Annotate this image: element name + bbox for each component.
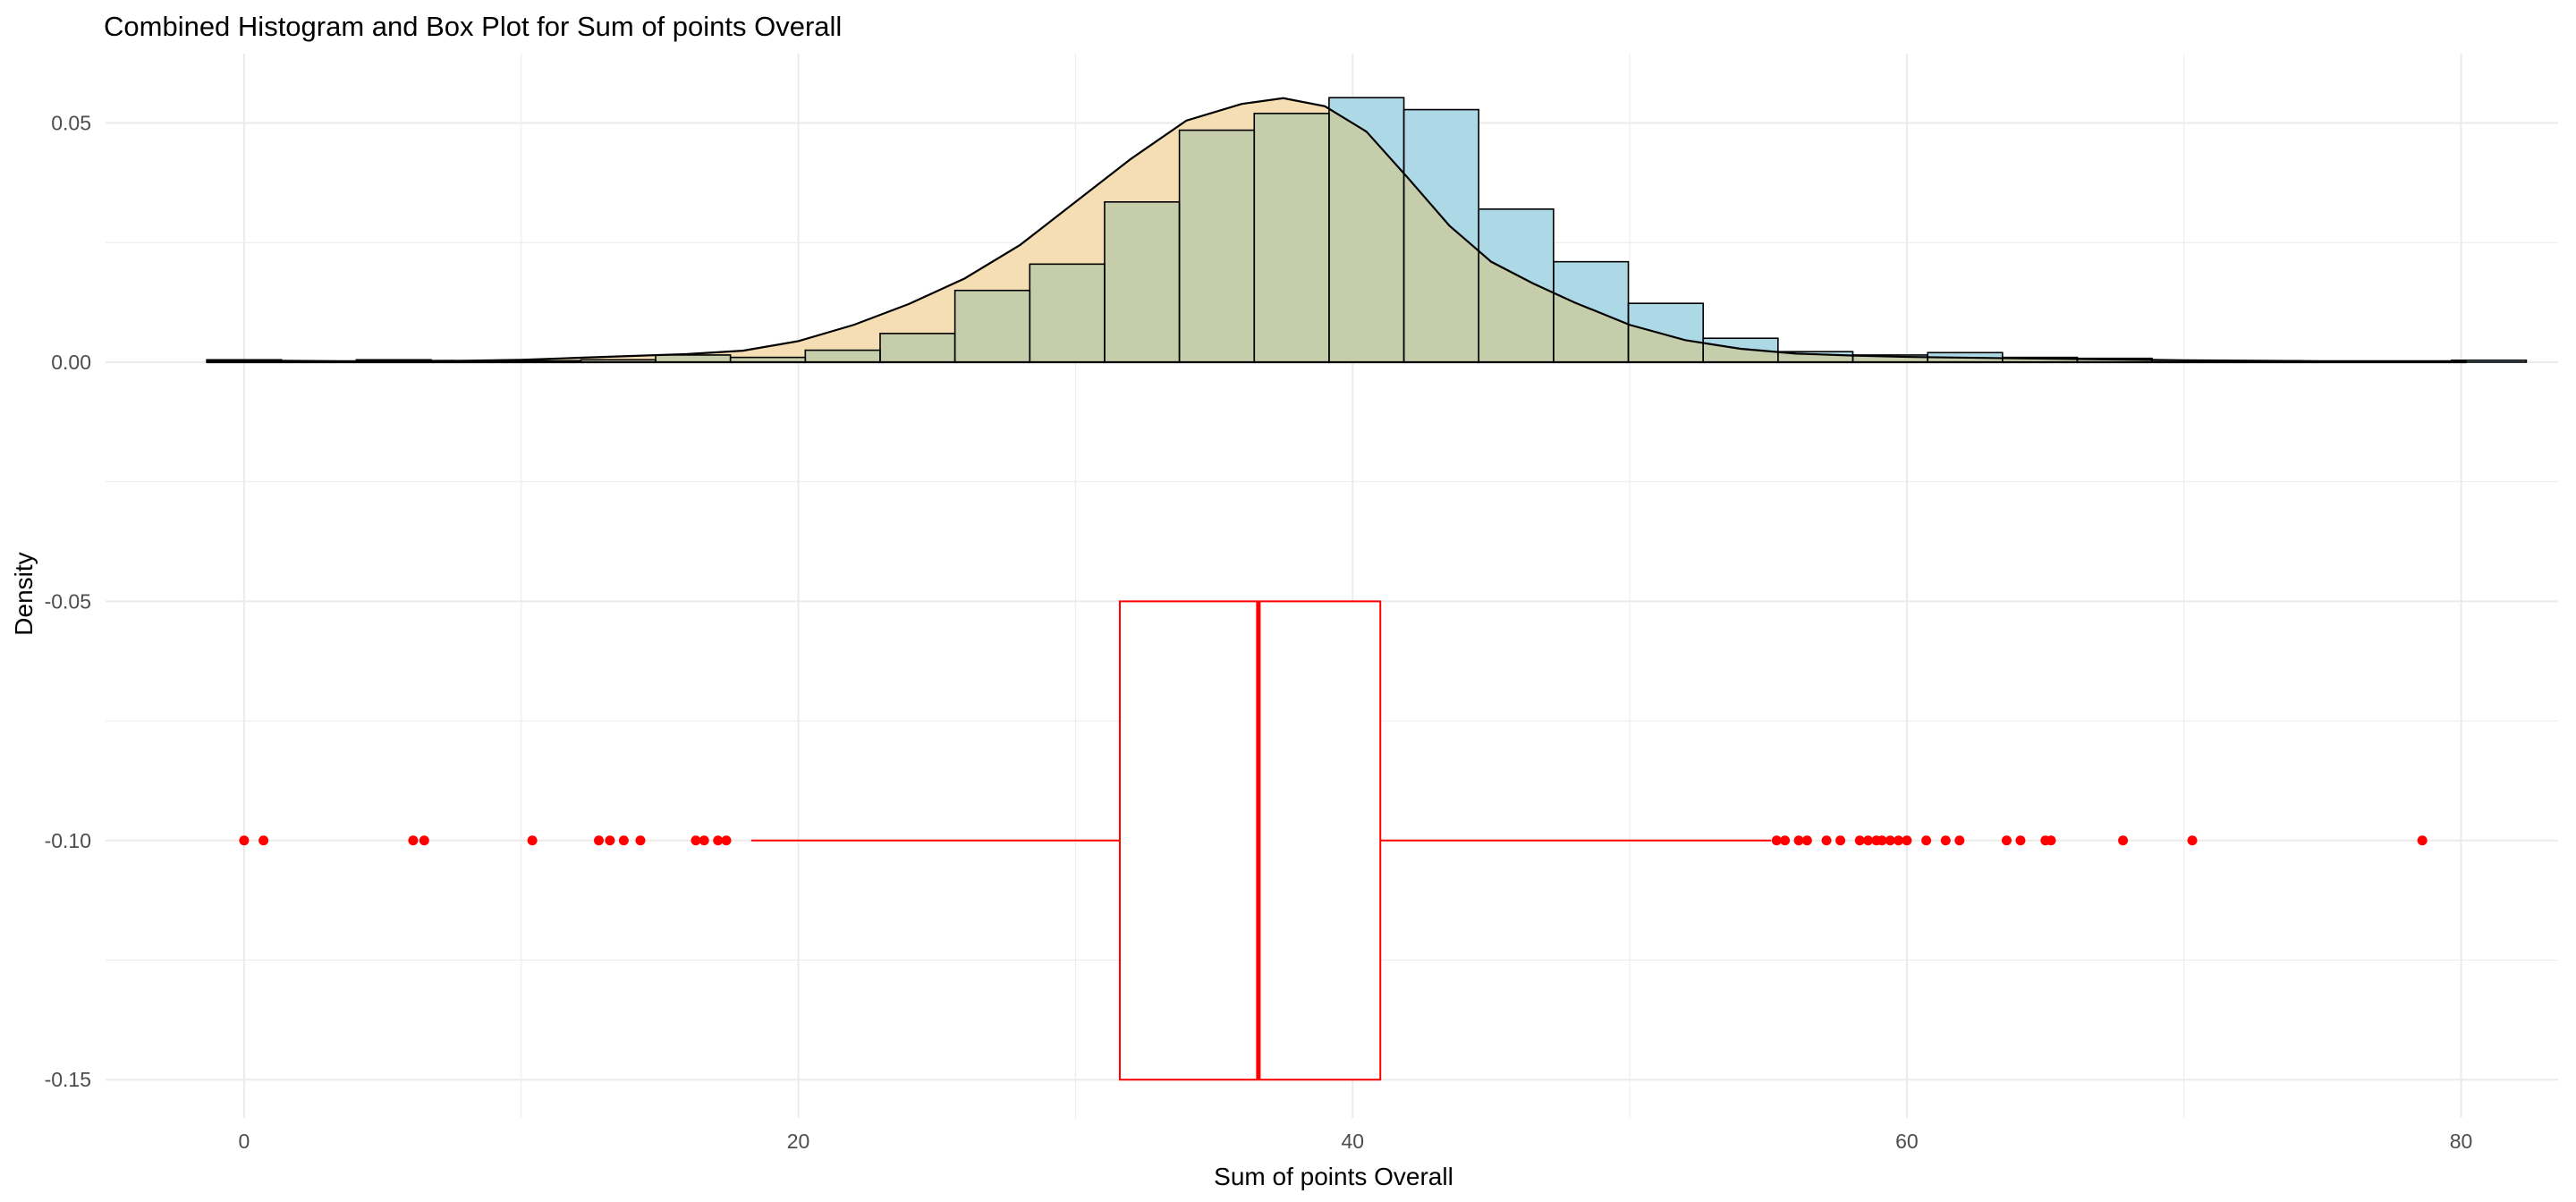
outlier-point xyxy=(699,835,709,846)
overlap-bar xyxy=(805,350,880,362)
outlier-point xyxy=(419,835,429,846)
x-tick-label: 20 xyxy=(787,1130,810,1153)
box xyxy=(1118,600,1382,1081)
overlap-bar xyxy=(656,354,731,362)
outlier-point xyxy=(527,835,538,846)
outlier-point xyxy=(593,835,604,846)
outlier-point xyxy=(239,835,250,846)
overlap-bar xyxy=(1030,264,1105,362)
outlier-point xyxy=(408,835,419,846)
outlier-point xyxy=(1863,835,1874,846)
outlier-point xyxy=(1902,835,1912,846)
histogram xyxy=(206,97,2528,364)
outlier-point xyxy=(2417,835,2428,846)
chart-title: Combined Histogram and Box Plot for Sum … xyxy=(104,11,842,42)
box-plot xyxy=(239,600,2428,1081)
overlap-bar xyxy=(730,357,806,362)
x-axis-ticks: 0 20 40 60 80 xyxy=(239,1130,2473,1153)
outlier-point xyxy=(691,835,701,846)
overlap-bar xyxy=(1777,351,1853,362)
y-tick-label: -0.05 xyxy=(45,589,91,613)
outlier-point xyxy=(2046,835,2056,846)
x-tick-label: 60 xyxy=(1895,1130,1919,1153)
outlier-point xyxy=(1894,835,1904,846)
outlier-point xyxy=(721,835,732,846)
overlap-bar xyxy=(879,333,955,362)
y-axis-ticks: 0.05 0.00 -0.05 -0.10 -0.15 xyxy=(45,112,91,1092)
outlier-point xyxy=(713,835,724,846)
outlier-point xyxy=(618,835,629,846)
outlier-point xyxy=(2187,835,2198,846)
outlier-point xyxy=(1877,835,1887,846)
outlier-point xyxy=(1835,835,1846,846)
density-curve xyxy=(207,97,2467,363)
histogram-bar xyxy=(2451,360,2527,362)
outlier-point xyxy=(1885,835,1895,846)
outlier-point xyxy=(1921,835,1932,846)
x-tick-label: 40 xyxy=(1341,1130,1364,1153)
overlap-bar xyxy=(1852,354,1928,362)
outlier-point xyxy=(1821,835,1832,846)
outlier-point xyxy=(635,835,646,846)
y-tick-label: 0.00 xyxy=(51,351,91,374)
outlier-point xyxy=(258,835,269,846)
y-tick-label: -0.10 xyxy=(45,829,91,852)
outlier-point xyxy=(1780,835,1791,846)
outlier-point xyxy=(1954,835,1965,846)
outlier-point xyxy=(1793,835,1804,846)
overlap-bar xyxy=(1104,201,1180,362)
overlap-group xyxy=(207,97,2467,362)
outlier-point xyxy=(1940,835,1951,846)
y-tick-label: -0.15 xyxy=(45,1068,91,1091)
outlier-point xyxy=(2015,835,2026,846)
overlap-bar xyxy=(954,290,1030,362)
overlap-bar xyxy=(580,360,657,362)
outlier-point xyxy=(2001,835,2012,846)
x-tick-label: 80 xyxy=(2450,1130,2473,1153)
outlier-point xyxy=(1854,835,1865,846)
overlap-bar xyxy=(2002,357,2078,362)
overlap-bar xyxy=(1254,113,1329,362)
overlap-bar xyxy=(1179,130,1255,362)
x-axis-label: Sum of points Overall xyxy=(1214,1163,1453,1190)
outlier-point xyxy=(1771,835,1782,846)
y-tick-label: 0.05 xyxy=(51,112,91,135)
outlier-point xyxy=(1801,835,1812,846)
y-axis-label: Density xyxy=(10,552,38,635)
x-tick-label: 0 xyxy=(239,1130,250,1153)
outlier-point xyxy=(605,835,615,846)
outlier-point xyxy=(2118,835,2129,846)
